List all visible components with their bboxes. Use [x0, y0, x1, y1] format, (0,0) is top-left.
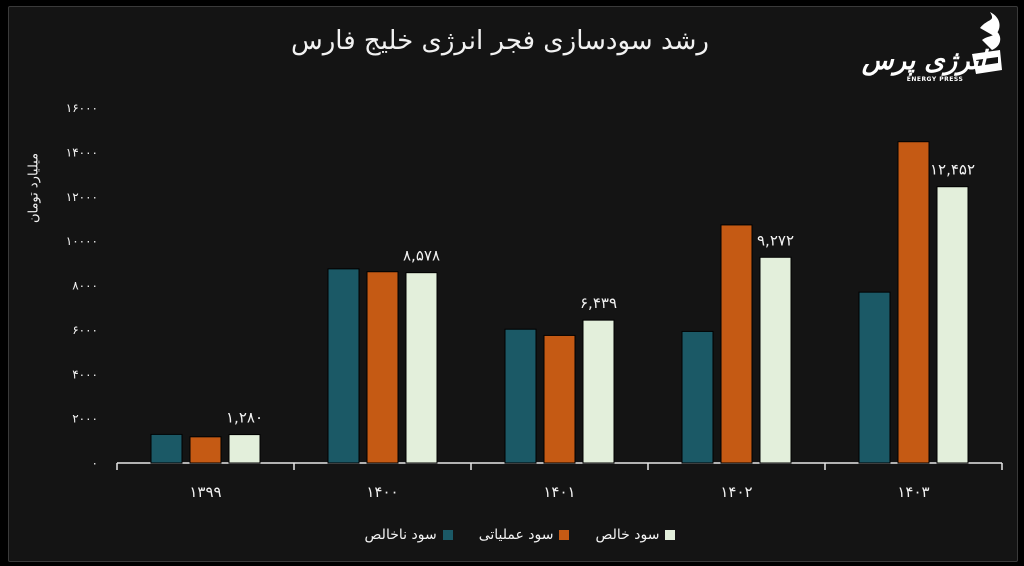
- legend-item: سود عملیاتی: [479, 525, 570, 545]
- bar: [720, 224, 753, 464]
- x-tick-label: ۱۴۰۱: [543, 483, 575, 501]
- legend-swatch: [442, 530, 453, 540]
- y-tick-label: ۶۰۰۰: [72, 323, 98, 337]
- logo-tagline: ENERGY PRESS: [906, 76, 964, 83]
- bar: [936, 186, 969, 464]
- bar: [228, 434, 261, 464]
- legend-item: سود خالص: [595, 525, 676, 545]
- bar: [150, 433, 183, 464]
- bar: [405, 272, 438, 464]
- chart-legend: سود ناخالص سود عملیاتی سود خالص: [340, 525, 700, 545]
- x-tick-label: ۱۴۰۰: [366, 483, 398, 501]
- y-tick-label: ۱۶۰۰۰: [66, 101, 98, 115]
- y-tick-label: ۴۰۰۰: [72, 367, 98, 381]
- y-tick-label: ۲۰۰۰: [72, 412, 98, 426]
- y-tick-label: ۰: [92, 456, 98, 470]
- data-label: ۹,۲۷۲: [757, 231, 794, 249]
- y-tick-label: ۱۰۰۰۰: [66, 234, 98, 248]
- bar: [582, 319, 615, 464]
- bar: [543, 334, 576, 464]
- legend-label: سود عملیاتی: [478, 527, 554, 543]
- logo-wordmark: انرژی پرس: [861, 46, 987, 76]
- y-tick-label: ۱۴۰۰۰: [66, 145, 98, 159]
- data-label: ۸,۵۷۸: [403, 247, 440, 265]
- bar: [366, 271, 399, 464]
- legend-swatch: [665, 530, 676, 540]
- bar: [327, 268, 360, 464]
- energy-press-logo: انرژی پرس ENERGY PRESS: [830, 10, 1010, 83]
- x-tick-label: ۱۴۰۳: [897, 483, 929, 501]
- bar: [858, 291, 891, 464]
- data-label: ۱,۲۸۰: [226, 409, 263, 427]
- legend-swatch: [559, 530, 570, 540]
- data-label: ۱۲,۴۵۲: [930, 161, 975, 179]
- chart-panel: [8, 6, 1018, 562]
- bar: [759, 256, 792, 464]
- data-label: ۶,۴۳۹: [580, 294, 617, 312]
- bar: [897, 141, 930, 464]
- x-tick-label: ۱۴۰۲: [720, 483, 752, 501]
- bar: [189, 436, 222, 464]
- y-tick-label: ۱۲۰۰۰: [66, 190, 98, 204]
- flame-icon: [972, 12, 1002, 74]
- legend-label: سود خالص: [595, 527, 660, 543]
- bar: [681, 330, 714, 464]
- x-tick-label: ۱۳۹۹: [189, 483, 221, 501]
- y-tick-label: ۸۰۰۰: [72, 279, 98, 293]
- chart-title: رشد سودسازی فجر انرژی خلیج فارس: [291, 26, 709, 56]
- bar: [504, 328, 537, 464]
- legend-item: سود ناخالص: [365, 525, 453, 545]
- legend-label: سود ناخالص: [364, 527, 437, 543]
